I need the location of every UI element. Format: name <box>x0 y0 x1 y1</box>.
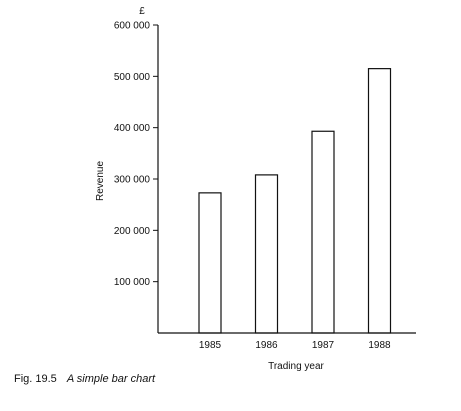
bars <box>198 68 392 334</box>
y-tick-label: 300 000 <box>114 175 151 186</box>
x-tick-label: 1987 <box>312 340 335 351</box>
bar-1988 <box>367 68 392 334</box>
caption-title: A simple bar chart <box>66 373 156 385</box>
x-axis-ticks: 1985 1986 1987 1988 <box>199 340 391 351</box>
y-axis-ticks: 100 000 200 000 300 000 400 000 500 000 600 0… <box>114 21 158 288</box>
x-tick-label: 1986 <box>255 340 278 351</box>
y-tick-label: 100 000 <box>114 277 151 288</box>
bar-1987 <box>311 130 335 334</box>
bar-1986 <box>254 174 279 334</box>
figure-caption: Fig. 19.5 A simple bar chart <box>14 373 155 385</box>
y-tick-label: 400 000 <box>114 123 151 134</box>
x-tick-label: 1985 <box>199 340 222 351</box>
y-tick-label: 500 000 <box>114 72 151 83</box>
x-axis-title: Trading year <box>268 361 324 372</box>
y-tick-label: 600 000 <box>114 21 151 32</box>
bar-1985 <box>198 192 222 334</box>
caption-figure-number: Fig. 19.5 <box>14 373 57 385</box>
y-axis-unit: £ <box>139 6 145 17</box>
y-axis-title: Revenue <box>95 161 106 201</box>
x-tick-label: 1988 <box>368 340 391 351</box>
y-tick-label: 200 000 <box>114 226 151 237</box>
